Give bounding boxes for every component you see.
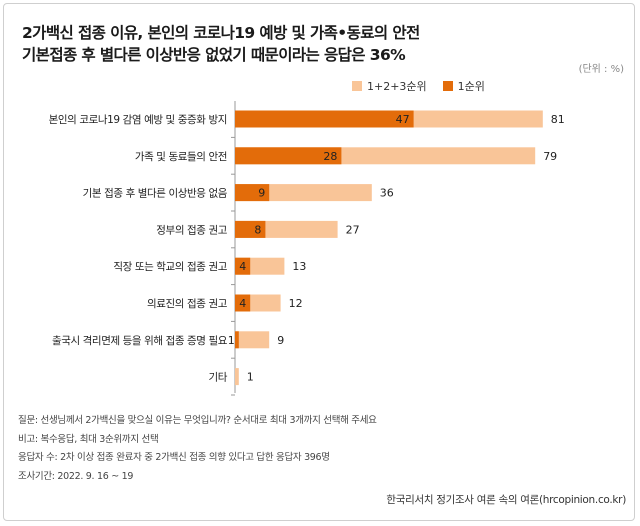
data-label-total: 36 xyxy=(380,187,394,200)
data-label-first: 8 xyxy=(254,223,261,236)
bar-first xyxy=(235,294,251,312)
data-label-first: 4 xyxy=(239,297,246,310)
data-label-first: 9 xyxy=(258,187,265,200)
data-label-total: 1 xyxy=(247,371,254,384)
legend: 1+2+3순위 1순위 xyxy=(352,78,485,94)
legend-label-total: 1+2+3순위 xyxy=(367,80,427,93)
bar-total xyxy=(235,331,270,349)
footer-respondents: 응답자 수: 2차 이상 접종 완료자 중 2가백신 접종 의향 있다고 답한 … xyxy=(18,452,330,463)
chart-title: 2가백신 접종 이유, 본인의 코로나19 예방 및 가족•동료의 안전 기본접… xyxy=(22,22,420,66)
category-label: 기본 접종 후 별다른 이상반응 없음 xyxy=(83,187,228,200)
data-label-first: 47 xyxy=(396,113,410,126)
legend-swatch-first xyxy=(442,81,453,91)
source-credit: 한국리서치 정기조사 여론 속의 여론(hrcopinion.co.kr) xyxy=(386,494,626,506)
bar-first xyxy=(235,184,270,202)
legend-swatch-total xyxy=(352,81,362,91)
bar-total xyxy=(235,368,239,386)
data-label-first: 4 xyxy=(239,260,246,273)
data-label-total: 9 xyxy=(277,334,284,347)
legend-item-total: 1+2+3순위 xyxy=(352,78,427,94)
data-label-total: 81 xyxy=(551,113,565,126)
data-label-first: 28 xyxy=(323,150,337,163)
category-label: 본인의 코로나19 감염 예방 및 중증화 방지 xyxy=(49,113,227,126)
unit-label: (단위 : %) xyxy=(578,64,624,75)
legend-item-first: 1순위 xyxy=(442,78,485,94)
footer-question: 질문: 선생님께서 2가백신을 맞으실 이유는 무엇입니까? 순서대로 최대 3… xyxy=(18,415,377,426)
title-line-1: 2가백신 접종 이유, 본인의 코로나19 예방 및 가족•동료의 안전 xyxy=(22,24,420,42)
category-label: 직장 또는 학교의 접종 권고 xyxy=(113,261,227,273)
data-label-total: 13 xyxy=(292,260,306,273)
data-label-first: 1 xyxy=(228,334,235,347)
bar-first xyxy=(235,110,414,128)
footer-notes: 질문: 선생님께서 2가백신을 맞으실 이유는 무엇입니까? 순서대로 최대 3… xyxy=(18,412,377,486)
bar-first xyxy=(235,220,266,238)
data-label-total: 12 xyxy=(289,297,303,310)
bar-first xyxy=(235,331,239,349)
bar-first xyxy=(235,257,251,275)
footer-note: 비고: 복수응답, 최대 3순위까지 선택 xyxy=(18,433,159,445)
category-label: 정부의 접종 권고 xyxy=(156,224,227,236)
category-label: 기타 xyxy=(208,372,227,384)
footer-period: 조사기간: 2022. 9. 16 ~ 19 xyxy=(18,470,134,482)
category-label: 출국시 격리면제 등을 위해 접종 증명 필요 xyxy=(52,334,228,347)
data-label-total: 79 xyxy=(543,150,557,163)
legend-label-first: 1순위 xyxy=(457,80,485,93)
category-label: 가족 및 동료들의 안전 xyxy=(135,151,227,163)
data-label-total: 27 xyxy=(346,223,360,236)
bar-first xyxy=(235,147,342,165)
title-line-2: 기본접종 후 별다른 이상반응 없었기 때문이라는 응답은 36% xyxy=(22,46,406,64)
chart-frame: 2가백신 접종 이유, 본인의 코로나19 예방 및 가족•동료의 안전 기본접… xyxy=(3,3,635,521)
category-label: 의료진의 접종 권고 xyxy=(147,298,228,310)
